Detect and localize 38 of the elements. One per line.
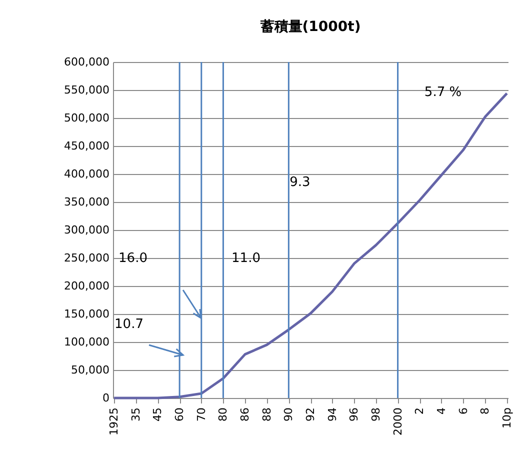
y-tick-label: 600,000 (64, 56, 110, 68)
x-tick-label: 6 (456, 408, 470, 414)
annotation: 11.0 (232, 251, 260, 266)
x-tick-label: 2000 (391, 408, 404, 436)
y-tick-label: 250,000 (64, 252, 110, 264)
y-tick-label: 100,000 (64, 336, 110, 348)
chart-title: 蓄積量(1000t) (259, 19, 361, 35)
x-tick-label: 70 (194, 408, 208, 422)
x-tick-label: 92 (304, 408, 317, 422)
x-tick-label: 1925 (108, 408, 121, 436)
x-tick-label: 80 (216, 408, 230, 422)
annotation: 10.7 (114, 317, 144, 332)
y-tick-label: 400,000 (64, 168, 110, 180)
x-tick-label: 96 (348, 408, 361, 422)
y-tick-label: 500,000 (64, 112, 110, 124)
x-tick-label: 8 (478, 408, 492, 414)
y-tick-label: 350,000 (64, 196, 110, 208)
x-tick-label: 35 (129, 408, 142, 422)
x-tick-label: 94 (326, 408, 339, 422)
y-tick-label: 50,000 (71, 364, 110, 376)
annotation: 5.7 % (424, 85, 462, 100)
x-tick-label: 2 (413, 408, 426, 414)
y-tick-label: 300,000 (64, 224, 110, 236)
x-tick-label: 98 (369, 408, 382, 422)
x-tick-label: 10p (500, 407, 514, 428)
x-tick-label: 60 (173, 408, 186, 422)
x-tick-label: 88 (260, 408, 274, 422)
x-tick-label: 86 (238, 408, 252, 422)
x-tick-label: 90 (282, 408, 296, 422)
annotation: 16.0 (118, 251, 148, 266)
y-tick-label: 150,000 (64, 308, 110, 320)
y-tick-label: 550,000 (64, 84, 110, 96)
annotation: 9.3 (290, 175, 310, 190)
y-tick-label: 0 (102, 392, 110, 404)
x-tick-label: 4 (434, 408, 448, 414)
y-tick-label: 200,000 (64, 280, 110, 292)
x-tick-label: 45 (151, 408, 164, 422)
y-tick-label: 450,000 (64, 140, 110, 152)
